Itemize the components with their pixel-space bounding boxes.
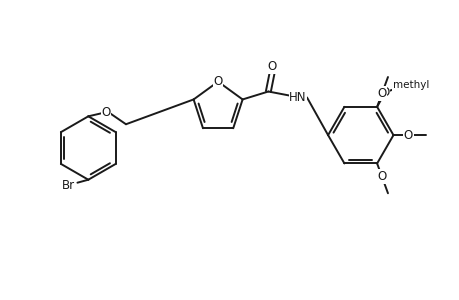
Text: O: O [267, 60, 276, 73]
Text: O: O [376, 87, 386, 100]
Text: O: O [213, 75, 222, 88]
Text: O: O [380, 86, 389, 100]
Text: O: O [403, 129, 412, 142]
Text: O: O [101, 106, 111, 119]
Text: methyl: methyl [392, 80, 428, 90]
Text: Br: Br [62, 179, 75, 192]
Text: HN: HN [289, 91, 306, 104]
Text: O: O [376, 170, 386, 183]
